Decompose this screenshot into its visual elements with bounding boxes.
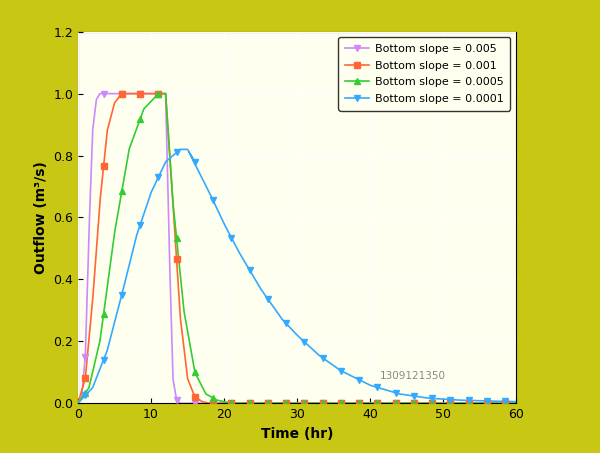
Legend: Bottom slope = 0.005, Bottom slope = 0.001, Bottom slope = 0.0005, Bottom slope : Bottom slope = 0.005, Bottom slope = 0.0… [338, 37, 511, 111]
Text: 1309121350: 1309121350 [380, 371, 446, 381]
X-axis label: Time (hr): Time (hr) [261, 427, 333, 441]
Y-axis label: Outflow (m³/s): Outflow (m³/s) [34, 161, 47, 274]
